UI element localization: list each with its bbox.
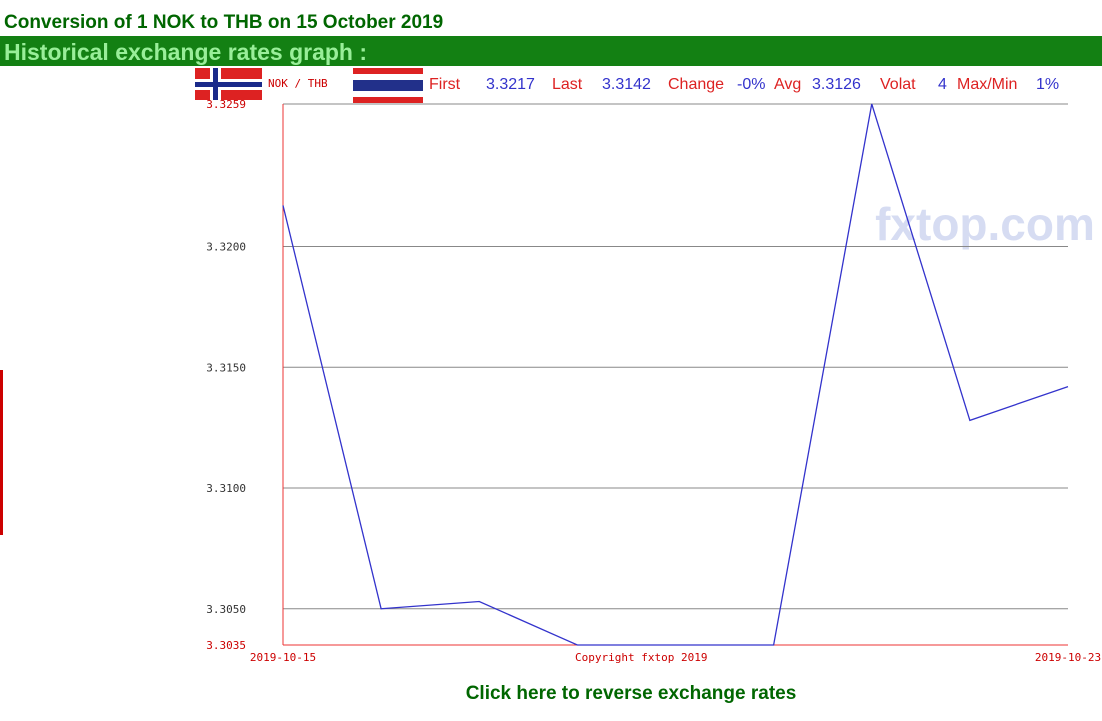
copyright: Copyright fxtop 2019 [575,651,707,664]
section-title: Historical exchange rates graph : [4,39,367,65]
stat-label: Avg [774,76,801,93]
x-tick-label: 2019-10-15 [250,651,316,664]
currency-pair: NOK / THB [268,77,328,90]
x-tick-label: 2019-10-23 [1035,651,1101,664]
y-tick-label: 3.3050 [206,603,246,616]
stat-label: Max/Min [957,76,1017,93]
edge-decoration [0,370,3,535]
y-tick-label: 3.3035 [206,639,246,652]
stat-label: Last [552,76,583,93]
reverse-link[interactable]: Click here to reverse exchange rates [466,683,797,704]
y-tick-label: 3.3150 [206,361,246,374]
thailand-flag [353,68,423,103]
y-tick-label: 3.3200 [206,240,246,253]
y-tick-label: 3.3259 [206,98,246,111]
stat-label: First [429,76,461,93]
stat-label: Volat [880,76,916,93]
stat-value: 1% [1036,76,1059,93]
stat-value: 3.3217 [486,76,535,93]
stat-value: 3.3126 [812,76,861,93]
stat-value: 4 [938,76,947,93]
rate-line [282,103,1069,646]
stat-label: Change [668,76,724,93]
page-title: Conversion of 1 NOK to THB on 15 October… [4,12,443,33]
header-bar [0,36,1102,66]
norway-flag [195,68,262,100]
y-tick-label: 3.3100 [206,482,246,495]
stat-value: 3.3142 [602,76,651,93]
stat-value: -0% [737,76,765,93]
watermark: fxtop.com [875,198,1095,250]
